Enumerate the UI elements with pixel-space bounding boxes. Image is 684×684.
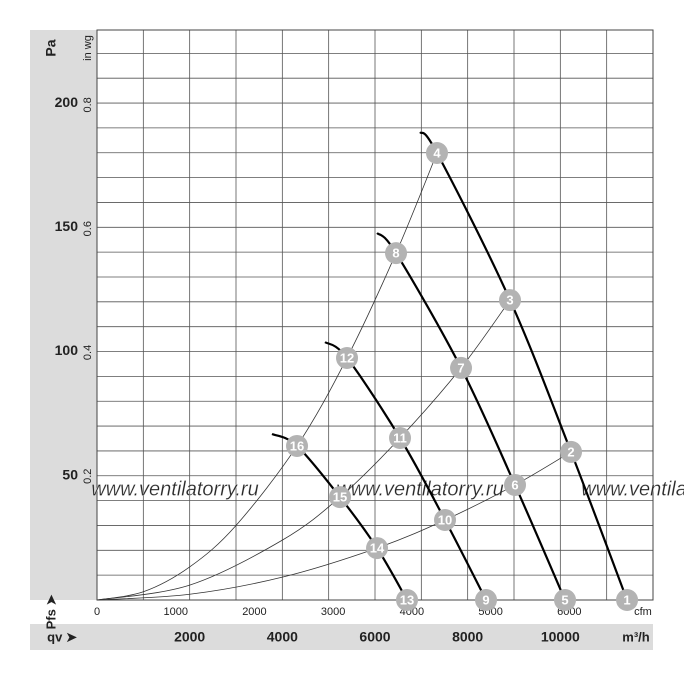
x-axis-band: [30, 624, 653, 650]
point-marker: [434, 508, 457, 531]
point-label: 13: [400, 592, 414, 607]
point-label: 2: [567, 444, 574, 459]
y2-tick-label: 0.4: [82, 345, 94, 360]
point-marker: [366, 537, 389, 560]
point-marker: [475, 589, 498, 611]
y-tick-label: 150: [55, 218, 79, 234]
point-marker: [499, 289, 522, 312]
point-label: 1: [623, 592, 630, 607]
point-label: 9: [482, 592, 489, 607]
point-label: 6: [511, 477, 518, 492]
y-tick-label: 200: [55, 94, 79, 110]
point-label: 14: [370, 541, 385, 556]
watermark: www.ventilatorry.ru: [581, 478, 684, 500]
point-marker: [616, 589, 639, 611]
point-marker: [336, 346, 359, 369]
y-axis-label: Pa: [43, 39, 59, 56]
point-label: 12: [340, 350, 354, 365]
x2-tick-label: 1000: [163, 606, 187, 618]
watermark: www.ventilatorry.ru: [336, 478, 503, 500]
point-label: 7: [457, 360, 464, 375]
watermark: www.ventilatorry.ru: [91, 478, 258, 500]
point-label: 3: [506, 293, 513, 308]
x-axis-label: m³/h: [622, 629, 650, 644]
y-tick-label: 50: [62, 466, 78, 482]
point-marker: [389, 426, 412, 449]
y2-tick-label: 0.6: [82, 221, 94, 236]
point-marker: [385, 242, 408, 265]
y-axis-band: [30, 30, 97, 600]
x-tick-label: 8000: [452, 629, 483, 645]
x2-axis-label: cfm: [634, 606, 652, 618]
x2-tick-label: 2000: [242, 606, 266, 618]
point-marker: [286, 434, 309, 457]
plot-border: [96, 29, 654, 601]
x-tick-label: 4000: [267, 629, 298, 645]
x2-tick-label: 3000: [321, 606, 345, 618]
point-marker: [560, 440, 583, 463]
x-tick-label: 10000: [541, 629, 580, 645]
y-tick-label: 100: [55, 342, 79, 358]
point-marker: [504, 473, 527, 496]
point-label: 5: [561, 592, 568, 607]
x-tick-label: 2000: [174, 629, 205, 645]
point-label: 16: [290, 438, 304, 453]
point-marker: [450, 356, 473, 379]
y2-axis-label: in wg: [82, 35, 94, 61]
point-label: 4: [433, 145, 441, 160]
y-axis-name: Pfs ➤: [43, 595, 58, 630]
point-label: 8: [392, 246, 399, 261]
x-axis-name: qv ➤: [47, 629, 77, 644]
point-marker: [396, 589, 419, 611]
x-tick-label: 6000: [359, 629, 390, 645]
x2-tick-label: 0: [94, 606, 100, 618]
y2-tick-label: 0.2: [82, 469, 94, 484]
y2-tick-label: 0.8: [82, 97, 94, 112]
point-marker: [329, 486, 352, 509]
point-label: 15: [333, 490, 347, 505]
point-marker: [425, 141, 448, 164]
point-label: 10: [438, 512, 452, 527]
point-label: 11: [393, 430, 407, 445]
point-marker: [554, 589, 577, 611]
